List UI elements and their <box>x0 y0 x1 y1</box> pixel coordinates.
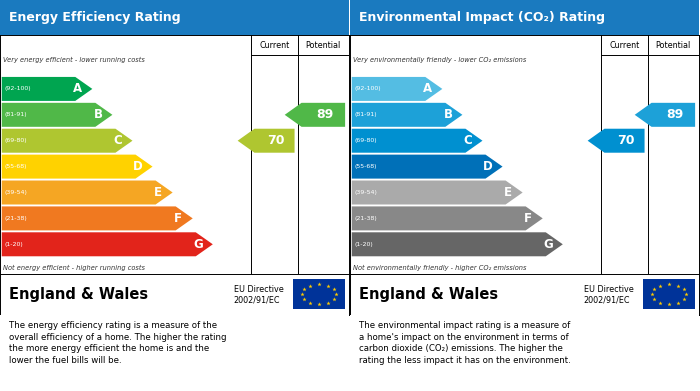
Text: B: B <box>443 108 452 121</box>
Text: (81-91): (81-91) <box>4 112 27 117</box>
Text: 89: 89 <box>316 108 334 121</box>
Text: (92-100): (92-100) <box>4 86 31 91</box>
Text: (92-100): (92-100) <box>354 86 381 91</box>
Polygon shape <box>1 232 213 256</box>
Polygon shape <box>351 103 463 127</box>
Text: Energy Efficiency Rating: Energy Efficiency Rating <box>8 11 181 24</box>
Polygon shape <box>1 206 193 230</box>
Text: 70: 70 <box>267 134 285 147</box>
Text: (69-80): (69-80) <box>4 138 27 143</box>
Text: Not energy efficient - higher running costs: Not energy efficient - higher running co… <box>4 265 146 271</box>
Polygon shape <box>351 181 523 204</box>
Text: B: B <box>93 108 102 121</box>
Text: The environmental impact rating is a measure of
a home's impact on the environme: The environmental impact rating is a mea… <box>358 321 570 365</box>
Polygon shape <box>351 232 563 256</box>
Text: G: G <box>543 238 553 251</box>
Text: D: D <box>483 160 493 173</box>
Text: A: A <box>424 83 433 95</box>
Text: F: F <box>174 212 182 225</box>
Polygon shape <box>587 129 645 153</box>
Text: D: D <box>133 160 143 173</box>
Text: (21-38): (21-38) <box>354 216 377 221</box>
Text: Environmental Impact (CO₂) Rating: Environmental Impact (CO₂) Rating <box>358 11 605 24</box>
Polygon shape <box>1 154 153 179</box>
Polygon shape <box>1 181 173 204</box>
Text: E: E <box>504 186 512 199</box>
Text: Very energy efficient - lower running costs: Very energy efficient - lower running co… <box>4 57 146 63</box>
Polygon shape <box>285 103 345 127</box>
Text: 70: 70 <box>617 134 635 147</box>
Text: (55-68): (55-68) <box>4 164 27 169</box>
Text: A: A <box>74 83 83 95</box>
Text: C: C <box>463 134 473 147</box>
Text: 2002/91/EC: 2002/91/EC <box>584 296 630 305</box>
Text: (1-20): (1-20) <box>4 242 23 247</box>
Text: (21-38): (21-38) <box>4 216 27 221</box>
Text: England & Wales: England & Wales <box>358 287 498 302</box>
Text: C: C <box>113 134 122 147</box>
Text: (55-68): (55-68) <box>354 164 377 169</box>
Polygon shape <box>635 103 695 127</box>
Text: (39-54): (39-54) <box>4 190 27 195</box>
Text: Current: Current <box>610 41 640 50</box>
Text: 89: 89 <box>666 108 684 121</box>
Text: Potential: Potential <box>306 41 341 50</box>
Polygon shape <box>351 77 442 101</box>
Polygon shape <box>351 129 482 153</box>
Text: EU Directive: EU Directive <box>234 285 284 294</box>
Text: (69-80): (69-80) <box>354 138 377 143</box>
Text: (39-54): (39-54) <box>354 190 377 195</box>
Polygon shape <box>1 129 132 153</box>
Text: Not environmentally friendly - higher CO₂ emissions: Not environmentally friendly - higher CO… <box>354 265 527 271</box>
Polygon shape <box>351 154 503 179</box>
Text: (81-91): (81-91) <box>354 112 377 117</box>
Text: F: F <box>524 212 532 225</box>
Text: EU Directive: EU Directive <box>584 285 634 294</box>
Text: G: G <box>193 238 203 251</box>
Text: 2002/91/EC: 2002/91/EC <box>234 296 280 305</box>
Text: England & Wales: England & Wales <box>8 287 148 302</box>
Polygon shape <box>237 129 295 153</box>
Text: Current: Current <box>260 41 290 50</box>
Polygon shape <box>1 77 92 101</box>
Text: The energy efficiency rating is a measure of the
overall efficiency of a home. T: The energy efficiency rating is a measur… <box>8 321 226 365</box>
Text: Very environmentally friendly - lower CO₂ emissions: Very environmentally friendly - lower CO… <box>354 57 527 63</box>
Text: Potential: Potential <box>656 41 691 50</box>
Polygon shape <box>1 103 113 127</box>
Polygon shape <box>351 206 542 230</box>
Text: (1-20): (1-20) <box>354 242 373 247</box>
Text: E: E <box>154 186 162 199</box>
